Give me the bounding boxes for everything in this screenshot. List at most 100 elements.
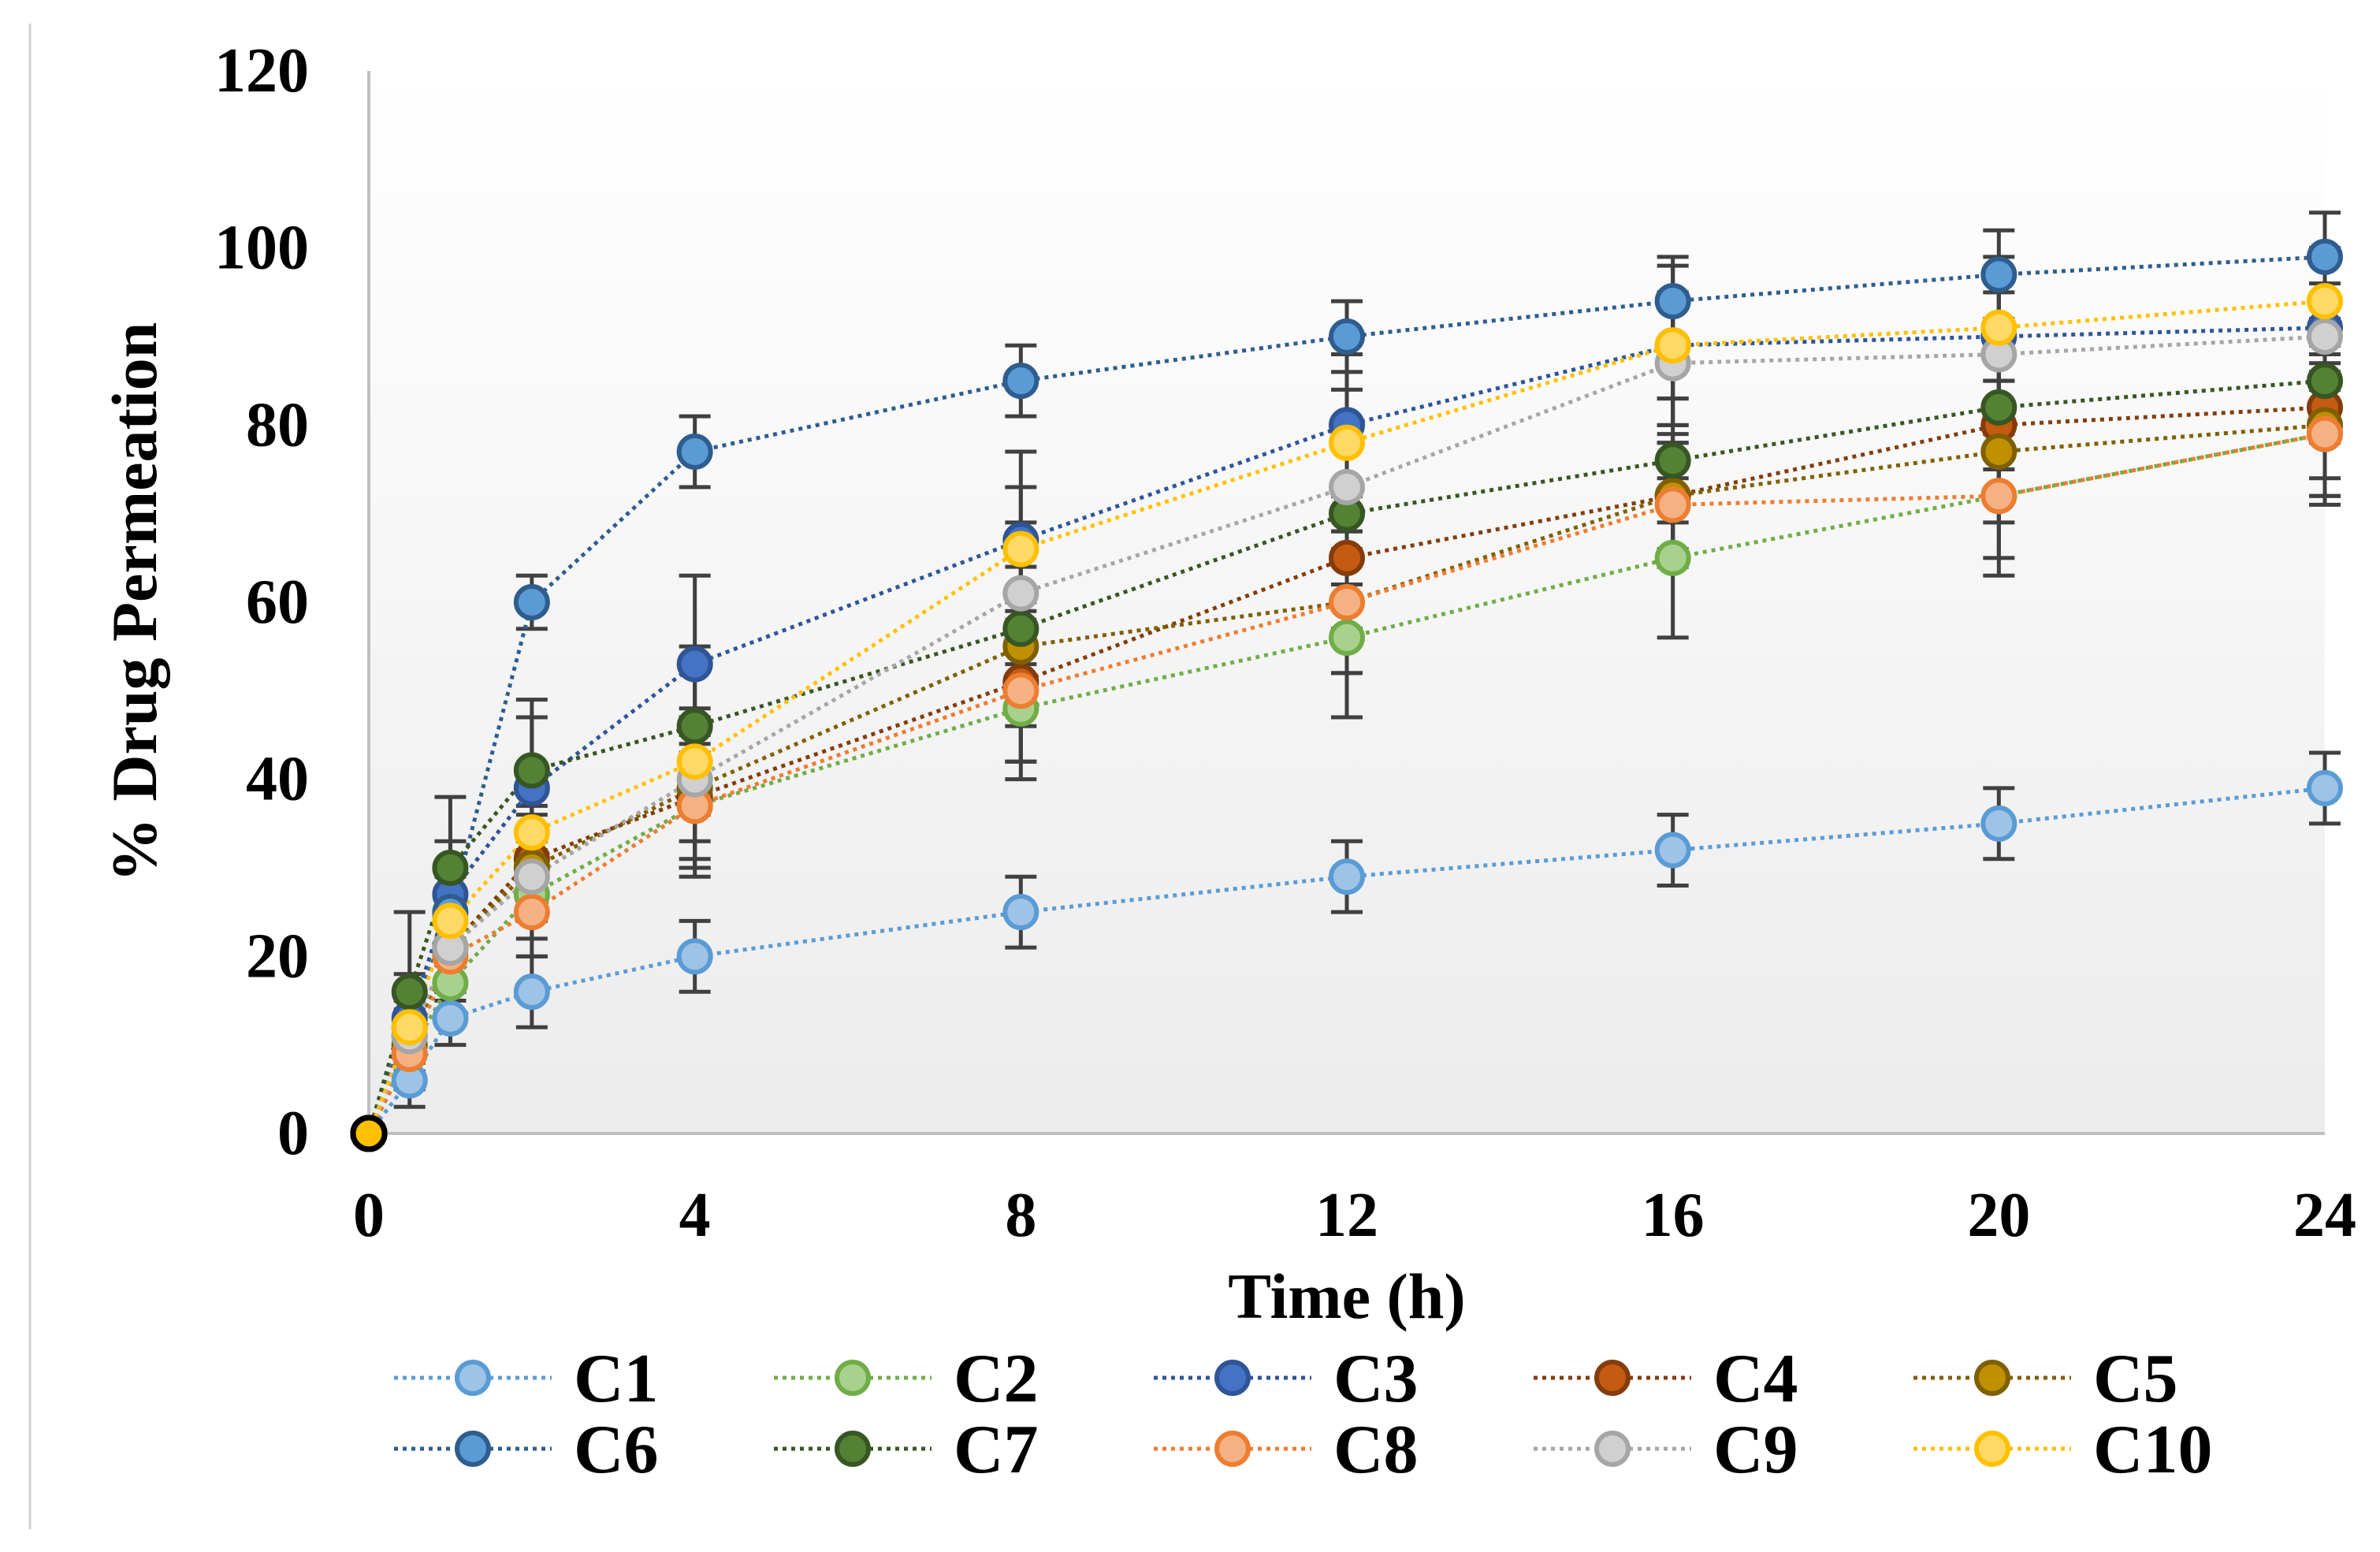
- data-point: [1654, 283, 1691, 320]
- series-line-c8: [366, 432, 2326, 1135]
- legend-item-c8: C8: [1154, 1412, 1419, 1488]
- y-tick-label: 20: [246, 921, 309, 991]
- data-point: [1002, 672, 1039, 709]
- data-point: [391, 1009, 428, 1046]
- data-point: [1654, 539, 1691, 576]
- legend-marker: [835, 1431, 871, 1467]
- data-point: [432, 999, 469, 1037]
- data-point: [676, 646, 713, 683]
- data-point: [513, 814, 550, 851]
- data-point: [1654, 327, 1691, 364]
- data-point: [1329, 619, 1365, 656]
- legend: C1 C2 C3 C4 C5 C6 C7 C8 C9 C10: [394, 1341, 2213, 1488]
- legend-label: C8: [1333, 1412, 1419, 1488]
- x-tick-label: 20: [1967, 1181, 2030, 1250]
- data-point: [2307, 415, 2343, 452]
- legend-marker: [1214, 1360, 1251, 1396]
- legend-marker: [1594, 1360, 1631, 1396]
- data-point: [391, 973, 428, 1010]
- y-axis-title: % Drug Permeation: [99, 322, 170, 883]
- legend-marker: [835, 1360, 871, 1396]
- series-line-c3: [366, 326, 2326, 1134]
- series-line-c10: [366, 299, 2326, 1134]
- data-point: [676, 434, 713, 471]
- legend-label: C5: [2093, 1341, 2178, 1417]
- legend-label: C1: [574, 1341, 659, 1417]
- data-point: [1002, 610, 1039, 647]
- data-point: [1002, 363, 1039, 400]
- y-tick-label: 120: [214, 36, 309, 106]
- x-tick-label: 8: [1005, 1181, 1036, 1250]
- legend-marker: [455, 1431, 491, 1467]
- legend-marker: [455, 1360, 491, 1396]
- legend-label: C9: [1713, 1412, 1798, 1488]
- series-markers-c10: [350, 283, 2343, 1152]
- legend-item-c2: C2: [774, 1341, 1039, 1417]
- legend-label: C10: [2093, 1412, 2213, 1488]
- x-axis-title: Time (h): [1228, 1260, 1465, 1332]
- data-point: [1329, 468, 1365, 505]
- data-point: [1980, 256, 2017, 293]
- legend-item-c4: C4: [1534, 1341, 1798, 1417]
- data-point: [1329, 318, 1365, 355]
- y-tick-label: 60: [246, 568, 309, 637]
- legend-marker: [1974, 1360, 2010, 1396]
- legend-item-c7: C7: [774, 1412, 1039, 1488]
- x-tick-label: 16: [1642, 1181, 1705, 1250]
- legend-marker: [1214, 1431, 1251, 1467]
- legend-item-c6: C6: [394, 1412, 659, 1488]
- data-point: [2307, 318, 2343, 355]
- data-point: [513, 752, 550, 789]
- data-point: [676, 938, 713, 975]
- x-tick-label: 24: [2293, 1181, 2356, 1250]
- data-point: [2307, 769, 2343, 806]
- y-tick-label: 100: [214, 214, 309, 283]
- series-line-c4: [366, 405, 2326, 1134]
- series-line-c2: [366, 432, 2326, 1135]
- x-tick-label: 4: [679, 1181, 711, 1250]
- legend-label: C6: [574, 1412, 659, 1488]
- y-tick-label: 80: [246, 390, 309, 460]
- data-point: [1980, 805, 2017, 842]
- data-point: [350, 1115, 388, 1152]
- data-point: [513, 858, 550, 895]
- y-tick-label: 0: [277, 1099, 309, 1168]
- data-point: [1329, 539, 1365, 576]
- legend-label: C4: [1713, 1341, 1798, 1417]
- legend-marker: [1594, 1431, 1631, 1467]
- legend-item-c9: C9: [1534, 1412, 1798, 1488]
- data-point: [1980, 478, 2017, 515]
- data-point: [1980, 434, 2017, 471]
- data-point: [432, 850, 469, 886]
- data-point: [432, 903, 469, 940]
- data-point: [1654, 442, 1691, 479]
- data-point: [2307, 283, 2343, 320]
- data-point: [2307, 238, 2343, 275]
- legend-label: C7: [954, 1412, 1039, 1488]
- data-point: [2307, 363, 2343, 400]
- data-point: [513, 894, 550, 931]
- y-tick-label: 40: [246, 745, 309, 814]
- data-point: [513, 973, 550, 1010]
- data-point: [1002, 530, 1039, 568]
- legend-marker: [1974, 1431, 2010, 1467]
- data-point: [676, 708, 713, 745]
- data-point: [1980, 389, 2017, 426]
- data-point: [676, 743, 713, 780]
- data-point: [1002, 894, 1039, 931]
- data-point: [1654, 832, 1691, 869]
- series-line-c9: [366, 334, 2326, 1134]
- series-line-c1: [367, 786, 2326, 1135]
- legend-item-c1: C1: [394, 1341, 659, 1417]
- legend-label: C3: [1333, 1341, 1419, 1417]
- data-point: [1329, 584, 1365, 620]
- data-point: [1002, 575, 1039, 612]
- legend-item-c10: C10: [1913, 1412, 2213, 1488]
- legend-item-c5: C5: [1913, 1341, 2178, 1417]
- data-point: [1329, 858, 1365, 895]
- legend-label: C2: [954, 1341, 1039, 1417]
- x-tick-label: 12: [1315, 1181, 1378, 1250]
- data-point: [513, 584, 550, 620]
